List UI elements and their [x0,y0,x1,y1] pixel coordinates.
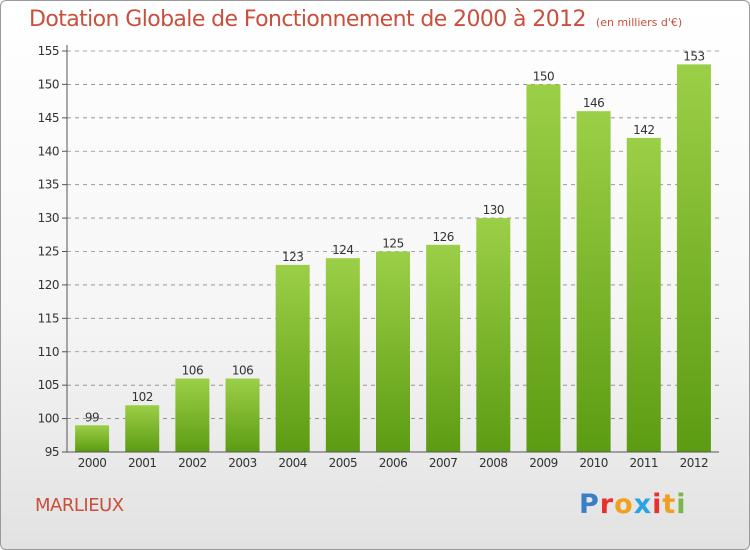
value-label: 99 [85,410,99,424]
y-tick-label: 135 [38,178,59,192]
chart-unit: (en milliers d'€) [595,16,683,29]
value-label: 106 [182,363,203,377]
y-tick-label: 115 [38,311,59,325]
value-label: 123 [282,250,303,264]
x-tick-label: 2007 [429,456,458,470]
x-tick-label: 2008 [479,456,508,470]
bar [526,84,561,453]
logo-letter: o [614,489,634,520]
x-tick-label: 2011 [629,456,658,470]
bar [275,264,310,452]
x-tick-label: 2006 [379,456,408,470]
y-tick-label: 150 [38,77,59,91]
x-tick-label: 2005 [329,456,358,470]
proxiti-logo[interactable]: Proxiti [579,489,687,520]
y-tick-label: 140 [38,144,59,158]
commune-name: MARLIEUX [35,495,124,516]
value-label: 150 [533,69,554,83]
bar [676,64,711,452]
y-tick-label: 155 [38,44,59,58]
value-label: 146 [583,96,604,110]
y-tick-label: 105 [38,378,59,392]
bars [75,64,711,453]
bar [376,251,410,452]
x-tick-label: 2001 [128,456,157,470]
x-tick-label: 2000 [78,456,107,470]
bar [626,137,661,452]
value-label: 130 [483,203,504,217]
y-tick-label: 100 [38,412,59,426]
value-label: 153 [683,49,704,63]
y-tick-label: 110 [38,345,59,359]
chart-title: Dotation Globale de Fonctionnement de 20… [29,7,683,32]
value-label: 124 [332,243,353,257]
x-tick-label: 2004 [278,456,307,470]
logo-letter: P [579,489,600,520]
bar [576,111,611,453]
x-tick-label: 2002 [178,456,207,470]
logo-letter: r [599,489,615,520]
value-labels: 99 102 106 106 123 124 125 126 130 150 146 142 153 [85,49,705,424]
y-tick-label: 125 [38,245,59,259]
x-tick-label: 2010 [579,456,608,470]
logo-letter: i [652,489,663,520]
logo-letter: x [633,489,653,520]
x-tick-label: 2009 [529,456,558,470]
y-tick-label: 130 [38,211,59,225]
logo-letter: t [662,489,677,520]
value-label: 102 [132,390,153,404]
bar [175,378,210,452]
axes: 95 100 105 110 115 120 125 130 135 140 145 150 155 20… [38,44,719,470]
value-label: 142 [633,123,654,137]
y-tick-label: 120 [38,278,59,292]
y-tick-label: 95 [45,445,59,459]
value-label: 125 [382,237,403,251]
bar [125,405,160,452]
bar [75,425,110,452]
bar [325,258,360,452]
bar [476,218,511,452]
logo-letter: i [676,489,687,520]
bar [225,378,260,452]
x-tick-label: 2012 [680,456,709,470]
x-tick-label: 2003 [228,456,257,470]
bar [426,244,461,452]
value-label: 126 [432,230,453,244]
value-label: 106 [232,363,253,377]
y-tick-label: 145 [38,111,59,125]
